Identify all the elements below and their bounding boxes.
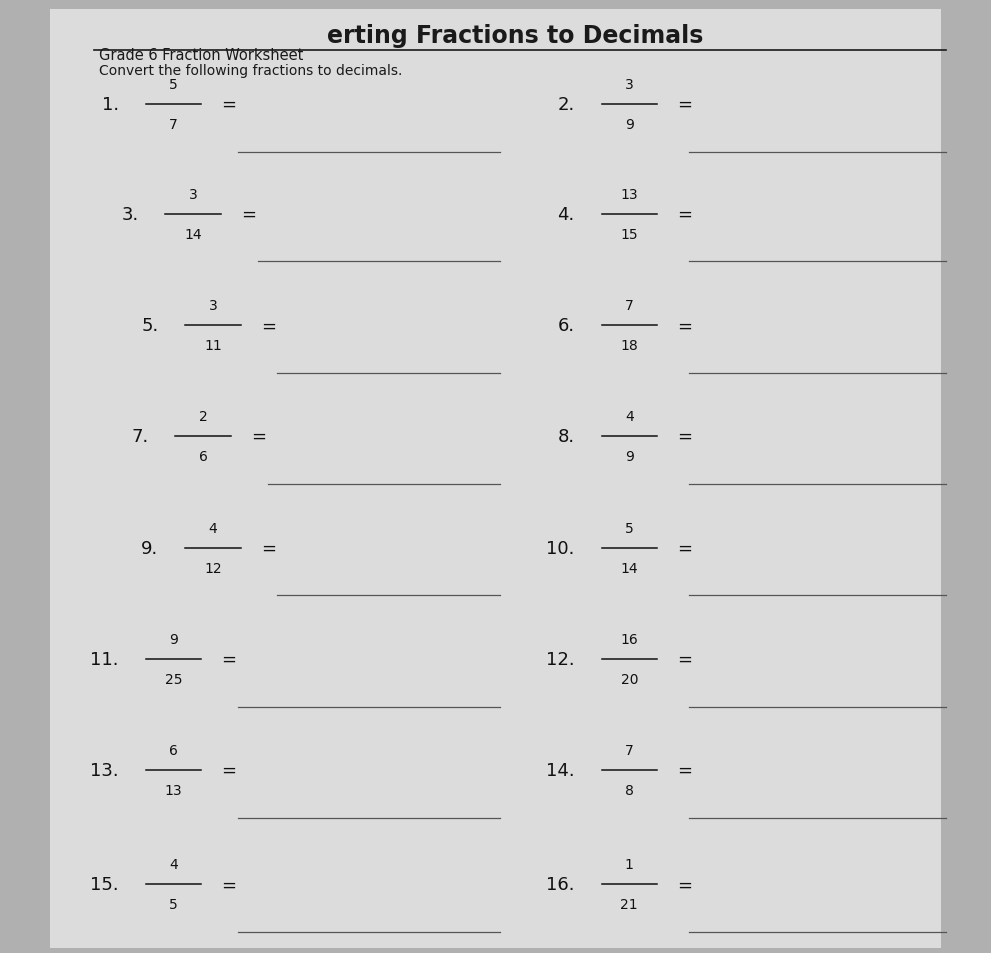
Text: =: = [677, 651, 692, 668]
Text: 25: 25 [165, 673, 182, 686]
Text: 8: 8 [625, 783, 633, 797]
Text: 13.: 13. [90, 761, 119, 779]
Text: =: = [677, 539, 692, 557]
Text: 3: 3 [625, 78, 633, 91]
Text: 16: 16 [620, 633, 638, 646]
Text: 9: 9 [625, 118, 633, 132]
Text: 16.: 16. [546, 876, 575, 893]
Text: =: = [677, 761, 692, 779]
Text: =: = [677, 206, 692, 223]
Text: =: = [677, 428, 692, 445]
Text: =: = [677, 96, 692, 113]
Text: 7: 7 [625, 299, 633, 313]
Text: Convert the following fractions to decimals.: Convert the following fractions to decim… [99, 64, 402, 77]
Text: 13: 13 [620, 188, 638, 201]
Text: 12: 12 [204, 561, 222, 575]
Text: 12.: 12. [546, 651, 575, 668]
Text: 7: 7 [625, 743, 633, 757]
Text: 4: 4 [625, 410, 633, 423]
Text: 7: 7 [169, 118, 177, 132]
Text: =: = [221, 876, 236, 893]
Text: =: = [221, 96, 236, 113]
Text: 4.: 4. [558, 206, 575, 223]
Text: 2: 2 [199, 410, 207, 423]
Text: =: = [251, 428, 266, 445]
Text: 11: 11 [204, 339, 222, 353]
Text: 9: 9 [169, 633, 177, 646]
Text: =: = [221, 651, 236, 668]
Text: 7.: 7. [132, 428, 149, 445]
Text: 3: 3 [189, 188, 197, 201]
Text: =: = [241, 206, 256, 223]
Text: 5: 5 [625, 521, 633, 535]
Text: 9.: 9. [142, 539, 159, 557]
Text: 3: 3 [209, 299, 217, 313]
Text: =: = [221, 761, 236, 779]
Text: 5.: 5. [142, 317, 159, 335]
Text: 2.: 2. [558, 96, 575, 113]
Text: 4: 4 [169, 858, 177, 871]
Text: 3.: 3. [122, 206, 139, 223]
Text: 20: 20 [620, 673, 638, 686]
Text: =: = [261, 539, 275, 557]
Text: 18: 18 [620, 339, 638, 353]
Text: 6: 6 [199, 450, 207, 463]
Text: =: = [261, 317, 275, 335]
Text: 5: 5 [169, 78, 177, 91]
Text: 14: 14 [620, 561, 638, 575]
Text: 13: 13 [165, 783, 182, 797]
Text: 9: 9 [625, 450, 633, 463]
Text: 8.: 8. [558, 428, 575, 445]
Text: =: = [677, 876, 692, 893]
Text: 6: 6 [169, 743, 177, 757]
Text: 1.: 1. [102, 96, 119, 113]
Text: erting Fractions to Decimals: erting Fractions to Decimals [327, 24, 704, 49]
Text: 10.: 10. [546, 539, 575, 557]
Text: 11.: 11. [90, 651, 119, 668]
Text: 14: 14 [184, 228, 202, 241]
Text: 6.: 6. [558, 317, 575, 335]
Text: 14.: 14. [546, 761, 575, 779]
Text: 5: 5 [169, 898, 177, 911]
Text: 15: 15 [620, 228, 638, 241]
FancyBboxPatch shape [50, 10, 941, 948]
Text: =: = [677, 317, 692, 335]
Text: 1: 1 [625, 858, 633, 871]
Text: 15.: 15. [90, 876, 119, 893]
Text: Grade 6 Fraction Worksheet: Grade 6 Fraction Worksheet [99, 48, 303, 63]
Text: 21: 21 [620, 898, 638, 911]
Text: 4: 4 [209, 521, 217, 535]
